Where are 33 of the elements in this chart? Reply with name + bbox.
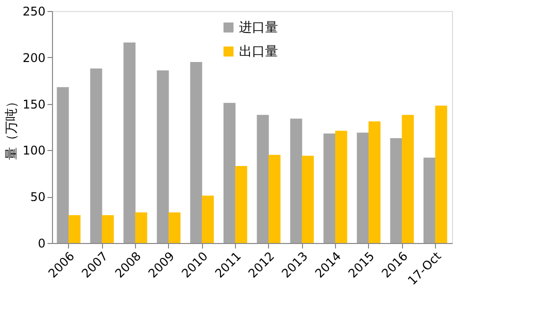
bar	[302, 156, 314, 243]
legend-label: 进口量	[239, 20, 278, 36]
bar	[124, 42, 136, 243]
bar	[290, 118, 302, 243]
bar	[156, 70, 169, 243]
y-axis-title: 量（万吨）	[4, 95, 20, 160]
bar	[224, 102, 236, 243]
bar	[202, 196, 214, 243]
bar	[268, 154, 280, 243]
y-tick-label: 150	[22, 97, 46, 112]
bar	[68, 215, 80, 243]
bar	[190, 62, 202, 243]
y-tick-label: 0	[38, 236, 46, 250]
bar	[102, 215, 114, 243]
bar	[390, 138, 402, 243]
bar	[368, 121, 380, 243]
bar	[435, 106, 448, 243]
y-tick-label: 250	[22, 4, 46, 18]
bar	[168, 212, 180, 243]
bar	[424, 158, 436, 243]
bar	[356, 132, 369, 243]
bar	[56, 87, 69, 243]
bar	[90, 68, 102, 243]
legend-label: 出口量	[239, 44, 278, 60]
bar	[335, 130, 348, 243]
y-tick-label: 200	[22, 50, 46, 65]
bar	[402, 114, 414, 243]
bar	[135, 212, 148, 243]
bar	[235, 166, 248, 243]
bar	[324, 133, 336, 243]
bar	[256, 114, 269, 243]
y-tick-label: 50	[30, 190, 46, 204]
y-tick-label: 100	[22, 144, 46, 158]
